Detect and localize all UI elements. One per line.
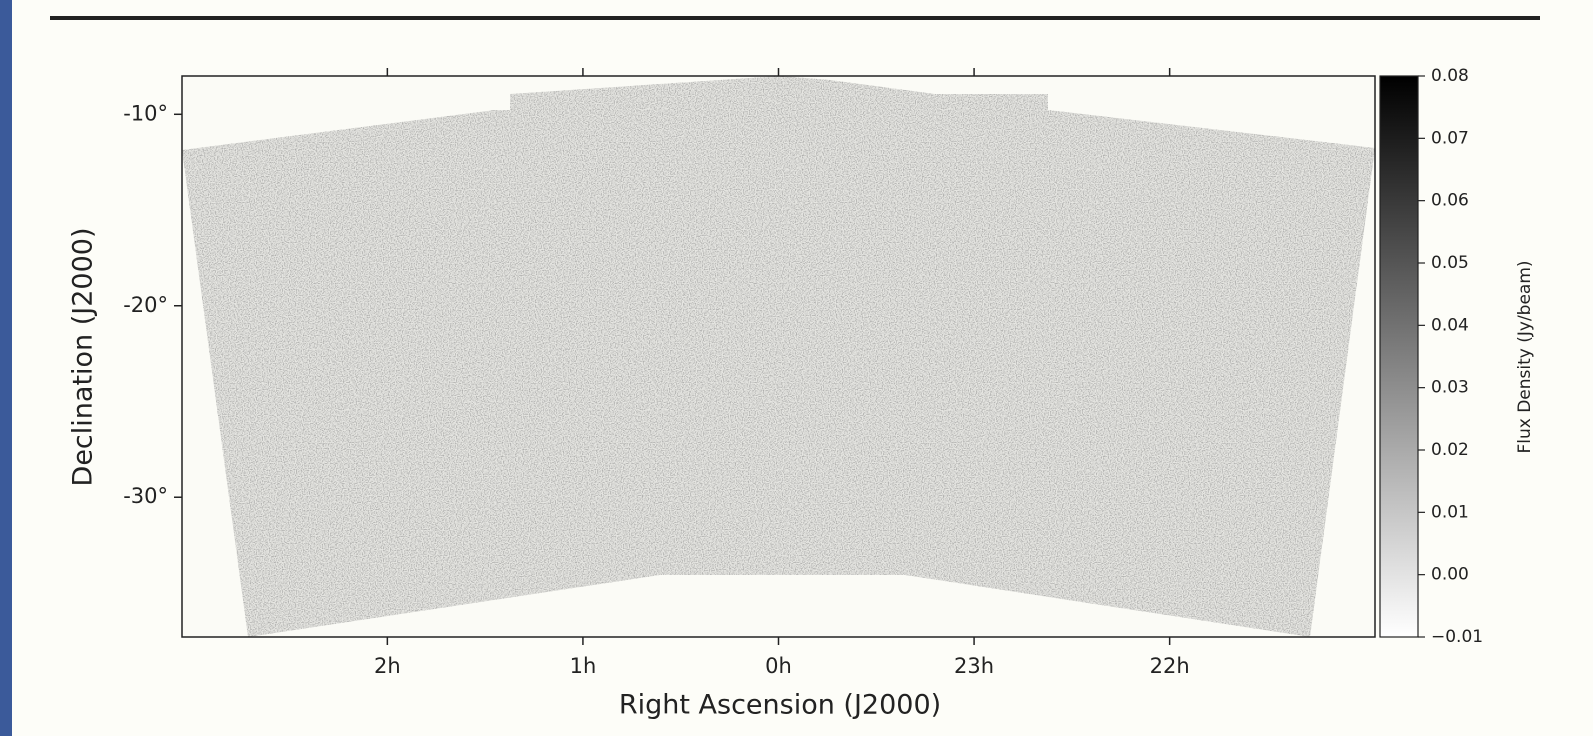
x-tick-label: 1h: [570, 654, 597, 678]
map-noise: [182, 76, 1375, 637]
x-tick-label: 2h: [374, 654, 401, 678]
sky-map: [182, 76, 1375, 637]
x-tick-label: 22h: [1150, 654, 1190, 678]
colorbar-tick-label: 0.01: [1431, 502, 1469, 522]
colorbar-tick-label: 0.07: [1431, 128, 1469, 148]
colorbar-tick-label: 0.06: [1431, 191, 1469, 211]
x-tick-label: 0h: [765, 654, 792, 678]
colorbar-tick-label: 0.02: [1431, 440, 1469, 460]
y-tick-label: -30°: [123, 484, 168, 508]
x-tick-label: 23h: [954, 654, 994, 678]
left-strip: [0, 0, 12, 736]
colorbar-tick-label: 0.00: [1431, 565, 1469, 585]
y-tick-label: -20°: [123, 293, 168, 317]
top-rule: [50, 16, 1540, 20]
colorbar-tick-label: 0.08: [1431, 66, 1469, 86]
y-axis-label: Declination (J2000): [68, 228, 99, 487]
colorbar-tick-label: 0.04: [1431, 315, 1469, 335]
x-axis-label: Right Ascension (J2000): [619, 690, 941, 721]
colorbar-tick-label: −0.01: [1431, 627, 1483, 647]
y-tick-label: -10°: [123, 101, 168, 125]
colorbar-label: Flux Density (Jy/beam): [1515, 260, 1535, 453]
colorbar: [1379, 75, 1419, 638]
colorbar-tick-label: 0.03: [1431, 378, 1469, 398]
colorbar-tick-label: 0.05: [1431, 253, 1469, 273]
